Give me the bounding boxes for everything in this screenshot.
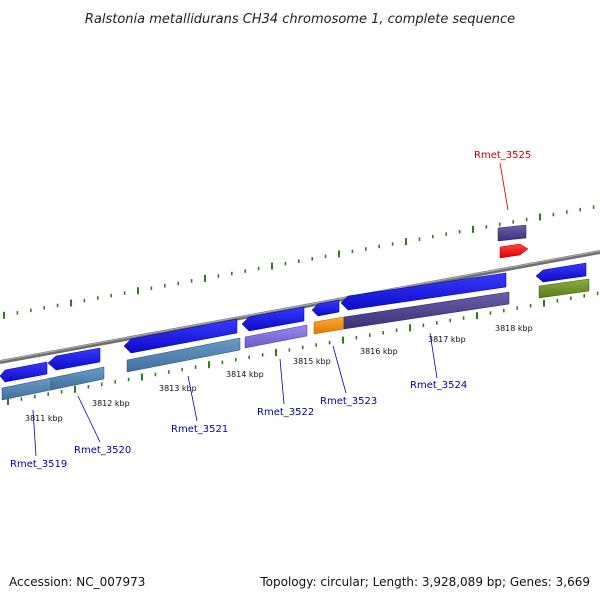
chromosome-backbone-highlight	[0, 250, 600, 362]
gene-arrow-3526[interactable]	[535, 262, 587, 283]
gene-label-3522[interactable]: Rmet_3522	[257, 407, 314, 418]
gene-label-3520[interactable]: Rmet_3520	[74, 445, 131, 456]
footer-summary: Topology: circular; Length: 3,928,089 bp…	[259, 575, 590, 589]
feature-bar-3525[interactable]	[497, 224, 527, 242]
kbp-label: 3811 kbp	[25, 414, 63, 423]
ticks-lower	[7, 291, 599, 405]
feature-bar-3522[interactable]	[244, 324, 308, 349]
feature-bar-3523[interactable]	[313, 316, 345, 335]
gene-label-3521[interactable]: Rmet_3521	[171, 424, 228, 435]
map-title: Ralstonia metallidurans CH34 chromosome …	[85, 12, 515, 27]
leader-line-3522	[279, 358, 285, 405]
gene-label-3525[interactable]: Rmet_3525	[474, 150, 531, 161]
kbp-label: 3818 kbp	[495, 324, 533, 333]
gene-leader-lines	[32, 162, 509, 457]
kbp-label: 3816 kbp	[360, 347, 398, 356]
leader-line-3523	[332, 345, 347, 394]
gene-arrow-3522[interactable]	[241, 306, 305, 332]
leader-line-3525	[499, 162, 509, 211]
kbp-label: 3817 kbp	[428, 335, 466, 344]
feature-bar-3526[interactable]	[538, 278, 590, 299]
kbp-label: 3812 kbp	[92, 399, 130, 408]
gene-label-3524[interactable]: Rmet_3524	[410, 380, 467, 391]
gene-arrows	[0, 243, 587, 383]
ticks-upper	[3, 205, 595, 319]
kbp-label: 3813 kbp	[159, 384, 197, 393]
feature-bar-3521[interactable]	[126, 337, 241, 373]
kbp-label: 3814 kbp	[226, 370, 264, 379]
chromosome-backbone	[0, 250, 600, 364]
leader-line-3520	[77, 395, 101, 443]
kbp-label: 3815 kbp	[293, 357, 331, 366]
leader-line-3524	[429, 332, 438, 379]
gene-labels: Rmet_3519 Rmet_3520 Rmet_3521 Rmet_3522 …	[10, 150, 531, 470]
leader-line-3521	[187, 375, 198, 422]
feature-bar-3524[interactable]	[343, 291, 510, 330]
gene-arrow-3523[interactable]	[311, 299, 340, 317]
gene-arrow-3520[interactable]	[47, 347, 101, 371]
gene-label-3519[interactable]: Rmet_3519	[10, 459, 67, 470]
gene-arrow-3524[interactable]	[340, 272, 507, 311]
gene-label-3523[interactable]: Rmet_3523	[320, 396, 377, 407]
kbp-labels: 3811 kbp 3812 kbp 3813 kbp 3814 kbp 3815…	[25, 324, 533, 423]
gene-arrow-3521[interactable]	[123, 318, 238, 354]
feature-bar-3520[interactable]	[50, 366, 105, 391]
gene-arrow-3519[interactable]	[0, 361, 48, 383]
gene-arrow-3525-red[interactable]	[499, 243, 529, 259]
feature-bars	[1, 224, 590, 401]
footer-accession: Accession: NC_007973	[9, 575, 145, 589]
leader-line-3519	[32, 409, 37, 457]
